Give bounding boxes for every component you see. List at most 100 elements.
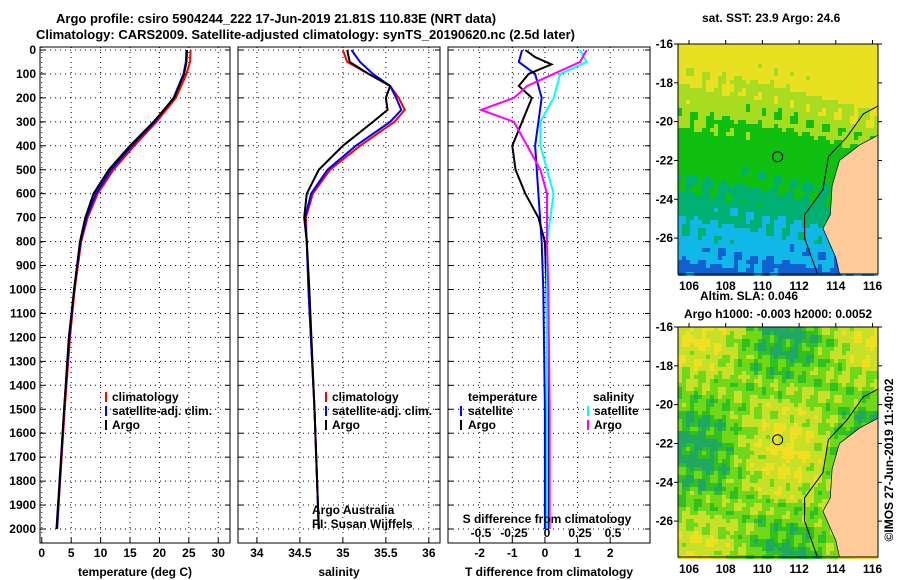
map-cell (718, 72, 722, 76)
map-cell (718, 100, 722, 104)
map-cell (702, 48, 706, 52)
map-cell (718, 44, 722, 48)
map-cell (694, 459, 698, 463)
map-cell (826, 104, 830, 108)
map-cell (714, 387, 718, 391)
map-cell (814, 387, 818, 391)
map-cell (758, 116, 762, 120)
map-cell (698, 256, 702, 260)
map-cell (806, 224, 810, 228)
map-cell (726, 196, 730, 200)
map-cell (702, 200, 706, 204)
map-cell (770, 415, 774, 419)
map-cell (854, 92, 858, 96)
map-cell (770, 152, 774, 156)
map-cell (774, 435, 778, 439)
map-cell (682, 188, 686, 192)
map-cell (794, 403, 798, 407)
map-cell (770, 463, 774, 467)
map-cell (774, 351, 778, 355)
map-cell (750, 152, 754, 156)
map-cell (790, 351, 794, 355)
map-cell (750, 60, 754, 64)
map-cell (754, 443, 758, 447)
map-cell (794, 192, 798, 196)
map-cell (858, 104, 862, 108)
map-cell (866, 100, 870, 104)
map-cell (690, 363, 694, 367)
map-cell (690, 351, 694, 355)
map-cell (690, 136, 694, 140)
map-cell (806, 172, 810, 176)
map-cell (806, 196, 810, 200)
map-cell (834, 108, 838, 112)
map-cell (722, 84, 726, 88)
map-cell (702, 180, 706, 184)
map-cell (770, 64, 774, 68)
map-cell (758, 88, 762, 92)
map-cell (846, 359, 850, 363)
map-cell (798, 184, 802, 188)
map-cell (686, 447, 690, 451)
map-cell (770, 260, 774, 264)
map-cell (818, 104, 822, 108)
map-cell (806, 260, 810, 264)
map-cell (794, 431, 798, 435)
map-cell (870, 52, 874, 56)
map-cell (702, 136, 706, 140)
map-cell (766, 463, 770, 467)
map-cell (794, 339, 798, 343)
map-cell (750, 459, 754, 463)
map-cell (758, 148, 762, 152)
map-cell (718, 427, 722, 431)
map-cell (862, 96, 866, 100)
map-cell (694, 220, 698, 224)
map-cell (694, 84, 698, 88)
map-cell (746, 92, 750, 96)
map-cell (838, 92, 842, 96)
map-cell (714, 212, 718, 216)
map-cell (690, 415, 694, 419)
map-cell (786, 132, 790, 136)
map-cell (738, 100, 742, 104)
map-cell (726, 100, 730, 104)
map-cell (698, 100, 702, 104)
map-cell (774, 355, 778, 359)
x-axis-label: temperature (deg C) (78, 565, 192, 579)
map-cell (870, 383, 874, 387)
map-cell (778, 108, 782, 112)
map-cell (830, 419, 834, 423)
map-cell (742, 391, 746, 395)
map-cell (846, 347, 850, 351)
map-cell (678, 128, 682, 132)
map-cell (866, 347, 870, 351)
map-cell (726, 447, 730, 451)
map-cell (694, 331, 698, 335)
map-cell (810, 419, 814, 423)
map-cell (690, 120, 694, 124)
map-cell (778, 224, 782, 228)
map-cell (798, 459, 802, 463)
map-cell (778, 80, 782, 84)
map-cell (874, 379, 878, 383)
map-cell (870, 48, 874, 52)
map-cell (830, 403, 834, 407)
map-cell (838, 100, 842, 104)
map-cell (806, 439, 810, 443)
map-cell (774, 339, 778, 343)
map-cell (694, 427, 698, 431)
map-cell (822, 104, 826, 108)
map-cell (718, 48, 722, 52)
map-cell (714, 44, 718, 48)
map-cell (782, 236, 786, 240)
map-cell (734, 367, 738, 371)
map-cell (762, 363, 766, 367)
map-cell (702, 419, 706, 423)
map-cell (730, 204, 734, 208)
map-cell (834, 264, 838, 268)
map-cell (734, 351, 738, 355)
map-cell (682, 244, 686, 248)
map-cell (770, 120, 774, 124)
map-cell (678, 168, 682, 172)
map-cell (762, 72, 766, 76)
